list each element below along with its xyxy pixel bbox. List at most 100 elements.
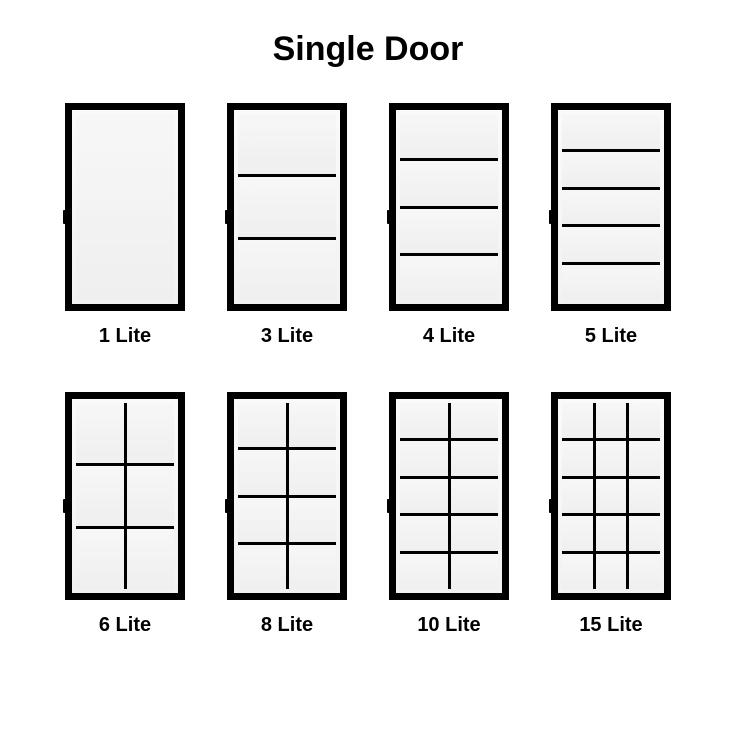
glass-pane — [596, 516, 627, 551]
glass-pane — [451, 516, 499, 551]
door-cell: 6 Lite — [65, 392, 185, 637]
glass-pane — [562, 441, 593, 476]
door-handle — [225, 210, 233, 224]
door-handle — [549, 499, 557, 513]
glass-pane — [629, 554, 660, 589]
pane-grid — [238, 114, 336, 300]
door-handle — [387, 210, 395, 224]
glass-pane — [451, 403, 499, 438]
door-wrap — [227, 103, 347, 311]
glass-pane — [289, 498, 337, 542]
door-frame — [227, 392, 347, 600]
glass-pane — [127, 529, 175, 589]
door-frame — [389, 392, 509, 600]
door-wrap — [389, 392, 509, 600]
door-label: 3 Lite — [261, 325, 313, 348]
door-wrap — [227, 392, 347, 600]
glass-pane — [562, 227, 660, 262]
glass-pane — [238, 403, 286, 447]
door-wrap — [551, 392, 671, 600]
glass-pane — [400, 516, 448, 551]
glass-pane — [238, 177, 336, 237]
glass-pane — [451, 479, 499, 514]
door-cell: 1 Lite — [65, 103, 185, 348]
pane-grid — [76, 114, 174, 300]
glass-pane — [562, 265, 660, 300]
glass-pane — [76, 114, 174, 300]
glass-pane — [76, 466, 124, 526]
door-frame — [65, 103, 185, 311]
glass-pane — [562, 152, 660, 187]
glass-pane — [451, 554, 499, 589]
door-handle — [225, 499, 233, 513]
glass-pane — [629, 516, 660, 551]
door-frame — [227, 103, 347, 311]
door-wrap — [65, 103, 185, 311]
glass-pane — [596, 479, 627, 514]
glass-pane — [238, 114, 336, 174]
pane-grid — [562, 403, 660, 589]
door-wrap — [65, 392, 185, 600]
glass-pane — [596, 403, 627, 438]
glass-pane — [238, 240, 336, 300]
glass-pane — [629, 441, 660, 476]
glass-pane — [289, 545, 337, 589]
glass-pane — [400, 479, 448, 514]
door-cell: 10 Lite — [389, 392, 509, 637]
door-handle — [549, 210, 557, 224]
pane-grid — [238, 403, 336, 589]
pane-grid — [562, 114, 660, 300]
glass-pane — [127, 403, 175, 463]
glass-pane — [400, 441, 448, 476]
door-label: 8 Lite — [261, 614, 313, 637]
door-frame — [551, 392, 671, 600]
door-label: 1 Lite — [99, 325, 151, 348]
page: Single Door 1 Lite 3 Lite 4 Lite 5 Lite 6 Li… — [0, 0, 736, 736]
door-frame — [389, 103, 509, 311]
door-label: 15 Lite — [579, 614, 642, 637]
door-label: 10 Lite — [417, 614, 480, 637]
door-cell: 3 Lite — [227, 103, 347, 348]
door-label: 5 Lite — [585, 325, 637, 348]
glass-pane — [596, 441, 627, 476]
glass-pane — [562, 403, 593, 438]
door-handle — [63, 210, 71, 224]
door-wrap — [551, 103, 671, 311]
glass-pane — [127, 466, 175, 526]
door-cell: 4 Lite — [389, 103, 509, 348]
glass-pane — [238, 545, 286, 589]
glass-pane — [289, 403, 337, 447]
glass-pane — [451, 441, 499, 476]
door-label: 6 Lite — [99, 614, 151, 637]
glass-pane — [596, 554, 627, 589]
glass-pane — [238, 498, 286, 542]
glass-pane — [562, 114, 660, 149]
pane-grid — [400, 114, 498, 300]
door-cell: 5 Lite — [551, 103, 671, 348]
door-handle — [63, 499, 71, 513]
glass-pane — [400, 403, 448, 438]
glass-pane — [562, 479, 593, 514]
page-title: Single Door — [0, 30, 736, 69]
door-cell: 8 Lite — [227, 392, 347, 637]
glass-pane — [629, 403, 660, 438]
glass-pane — [400, 256, 498, 300]
door-wrap — [389, 103, 509, 311]
glass-pane — [76, 529, 124, 589]
door-handle — [387, 499, 395, 513]
glass-pane — [562, 190, 660, 225]
glass-pane — [400, 114, 498, 158]
glass-pane — [400, 161, 498, 205]
door-cell: 15 Lite — [551, 392, 671, 637]
pane-grid — [76, 403, 174, 589]
glass-pane — [289, 450, 337, 494]
door-grid: 1 Lite 3 Lite 4 Lite 5 Lite 6 Lite 8 Lite 10 L… — [0, 103, 736, 637]
door-frame — [551, 103, 671, 311]
glass-pane — [238, 450, 286, 494]
glass-pane — [400, 554, 448, 589]
glass-pane — [629, 479, 660, 514]
pane-grid — [400, 403, 498, 589]
door-label: 4 Lite — [423, 325, 475, 348]
glass-pane — [562, 554, 593, 589]
glass-pane — [562, 516, 593, 551]
